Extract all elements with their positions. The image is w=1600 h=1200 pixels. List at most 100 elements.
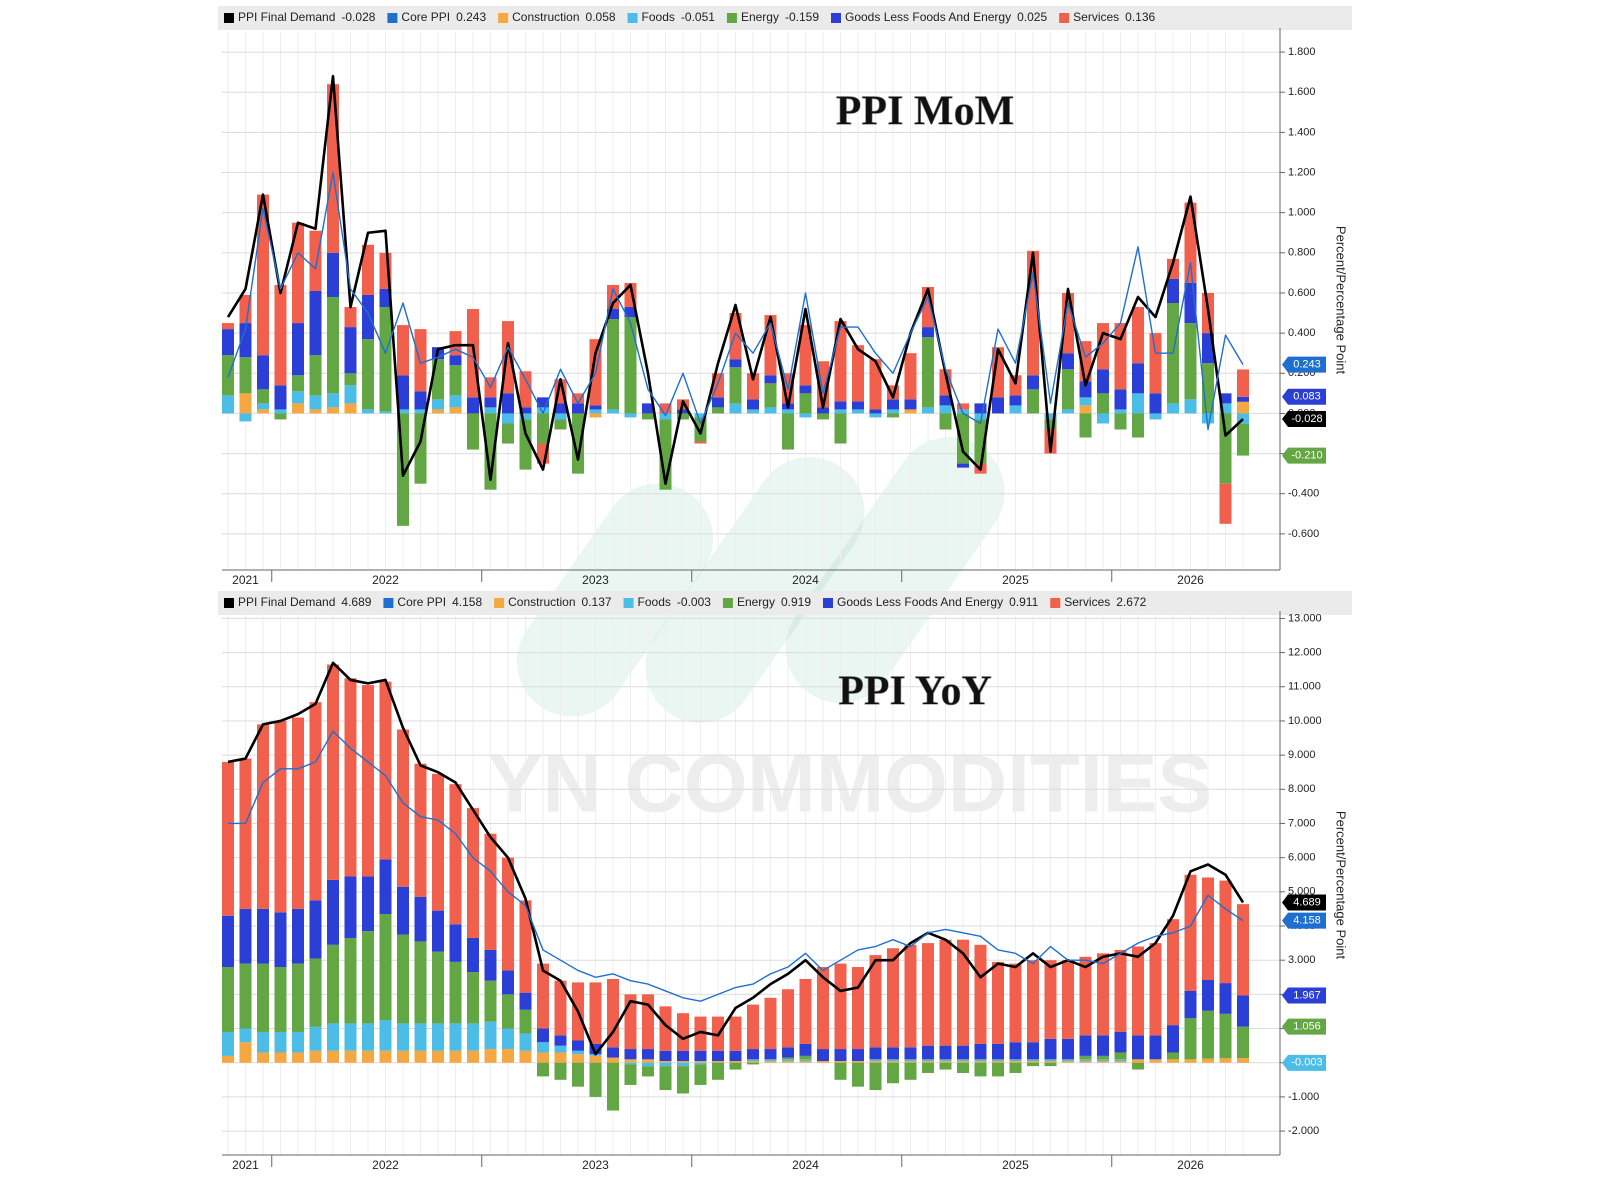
bar-segment bbox=[922, 1062, 934, 1073]
bar-segment bbox=[327, 407, 339, 414]
bar-segment bbox=[992, 1043, 1004, 1060]
bar-segment bbox=[1114, 1031, 1127, 1053]
legend-name: PPI Final Demand bbox=[238, 595, 335, 609]
bar-segment bbox=[257, 409, 269, 414]
bar-segment bbox=[362, 931, 374, 1024]
bar-segment bbox=[379, 307, 392, 412]
legend-value: -0.028 bbox=[341, 10, 375, 24]
bar-segment bbox=[747, 1062, 759, 1065]
bar-segment bbox=[239, 294, 252, 324]
bar-segment bbox=[1237, 401, 1249, 414]
bar-segment bbox=[239, 1028, 252, 1043]
legend-value: 0.058 bbox=[586, 10, 616, 24]
line bbox=[227, 171, 1244, 431]
bar-segment bbox=[572, 393, 584, 404]
bar-segment bbox=[887, 1061, 899, 1063]
bar-segment bbox=[449, 355, 462, 366]
bar-segment bbox=[572, 413, 584, 474]
bar-segment bbox=[1149, 943, 1162, 1036]
bar-segment bbox=[1132, 946, 1144, 1036]
bar-segment bbox=[1132, 363, 1144, 394]
bar-segment bbox=[432, 773, 444, 911]
bar-segment bbox=[1027, 1061, 1039, 1063]
bar-segment bbox=[379, 914, 392, 1020]
bar-segment bbox=[764, 1061, 777, 1063]
chart-title: PPI YoY bbox=[838, 669, 992, 715]
legend-value: -0.159 bbox=[785, 10, 819, 24]
bar-segment bbox=[939, 939, 952, 1046]
bar-segment bbox=[1219, 1058, 1232, 1063]
bar-segment bbox=[1167, 1025, 1179, 1053]
bar-segment bbox=[642, 403, 654, 414]
bar-segment bbox=[729, 1061, 742, 1063]
bar-segment bbox=[397, 375, 409, 410]
bar-segment bbox=[694, 1064, 707, 1085]
bar-segment bbox=[554, 413, 567, 420]
bar-segment bbox=[309, 702, 322, 901]
bar-segment bbox=[1079, 405, 1092, 414]
bar-segment bbox=[834, 409, 847, 414]
bar-segment bbox=[572, 403, 584, 414]
bar-segment bbox=[467, 972, 479, 1024]
bar-segment bbox=[869, 1059, 882, 1062]
bar-segment bbox=[519, 1033, 532, 1051]
bar-segment bbox=[729, 403, 742, 414]
bar-segment bbox=[799, 978, 812, 1044]
x-tick-label: 2023 bbox=[582, 1158, 609, 1172]
bar-segment bbox=[904, 1047, 917, 1060]
bar-segment bbox=[484, 413, 497, 490]
bar-segment bbox=[607, 1047, 619, 1058]
bar-segment bbox=[607, 978, 619, 1048]
bar-segment bbox=[572, 1054, 584, 1063]
bar-segment bbox=[799, 325, 812, 386]
bar-segment bbox=[362, 339, 374, 410]
bar-segment bbox=[344, 373, 357, 386]
bar-segment bbox=[379, 411, 392, 414]
end-tag-label: -0.028 bbox=[1291, 413, 1322, 425]
bar-segment bbox=[694, 1050, 707, 1062]
bar-segment bbox=[257, 355, 269, 390]
end-tag bbox=[1282, 411, 1326, 428]
bar-segment bbox=[1062, 1038, 1074, 1060]
bar-segment bbox=[992, 1061, 1004, 1063]
bar-segment bbox=[1132, 393, 1144, 414]
bar-segment bbox=[1167, 278, 1179, 304]
bar-segment bbox=[1062, 1061, 1074, 1063]
bar-segment bbox=[362, 1023, 374, 1051]
bar-segment bbox=[484, 980, 497, 1022]
bar-segment bbox=[1149, 393, 1162, 414]
bar-segment bbox=[292, 1031, 304, 1053]
legend-value: 0.243 bbox=[456, 10, 486, 24]
legend-name: Core PPI bbox=[397, 595, 446, 609]
bar-segment bbox=[327, 1023, 339, 1051]
legend-name: Energy bbox=[741, 10, 779, 24]
bar-segment bbox=[449, 784, 462, 925]
y-tick-label: -2.000 bbox=[1288, 1125, 1319, 1137]
bar-segment bbox=[537, 407, 549, 414]
bar-segment bbox=[274, 284, 287, 386]
legend-value: 0.136 bbox=[1125, 10, 1155, 24]
bar-segment bbox=[852, 345, 864, 402]
bar-segment bbox=[904, 1059, 917, 1062]
bar-segment bbox=[397, 729, 409, 887]
legend-name: Energy bbox=[737, 595, 775, 609]
bar-segment bbox=[817, 1049, 829, 1062]
bar-segment bbox=[397, 886, 409, 935]
bar-segment bbox=[922, 407, 934, 414]
bar-segment bbox=[1219, 880, 1232, 984]
bar-segment bbox=[1044, 419, 1057, 430]
bar-segment bbox=[852, 409, 864, 414]
bar-segment bbox=[677, 1061, 689, 1063]
bar-segment bbox=[222, 329, 234, 356]
bar-segment bbox=[274, 967, 287, 1032]
legend-value: 4.689 bbox=[341, 595, 371, 609]
bar-segment bbox=[362, 294, 374, 340]
y-tick-label: 1.200 bbox=[1288, 166, 1316, 178]
bar-segment bbox=[782, 1057, 794, 1060]
bar-segment bbox=[1027, 375, 1039, 390]
line bbox=[227, 661, 1245, 1056]
bar-segment bbox=[379, 288, 392, 308]
bar-segment bbox=[1149, 1059, 1162, 1063]
bar-segment bbox=[1009, 963, 1022, 1043]
bar-segment bbox=[274, 385, 287, 410]
